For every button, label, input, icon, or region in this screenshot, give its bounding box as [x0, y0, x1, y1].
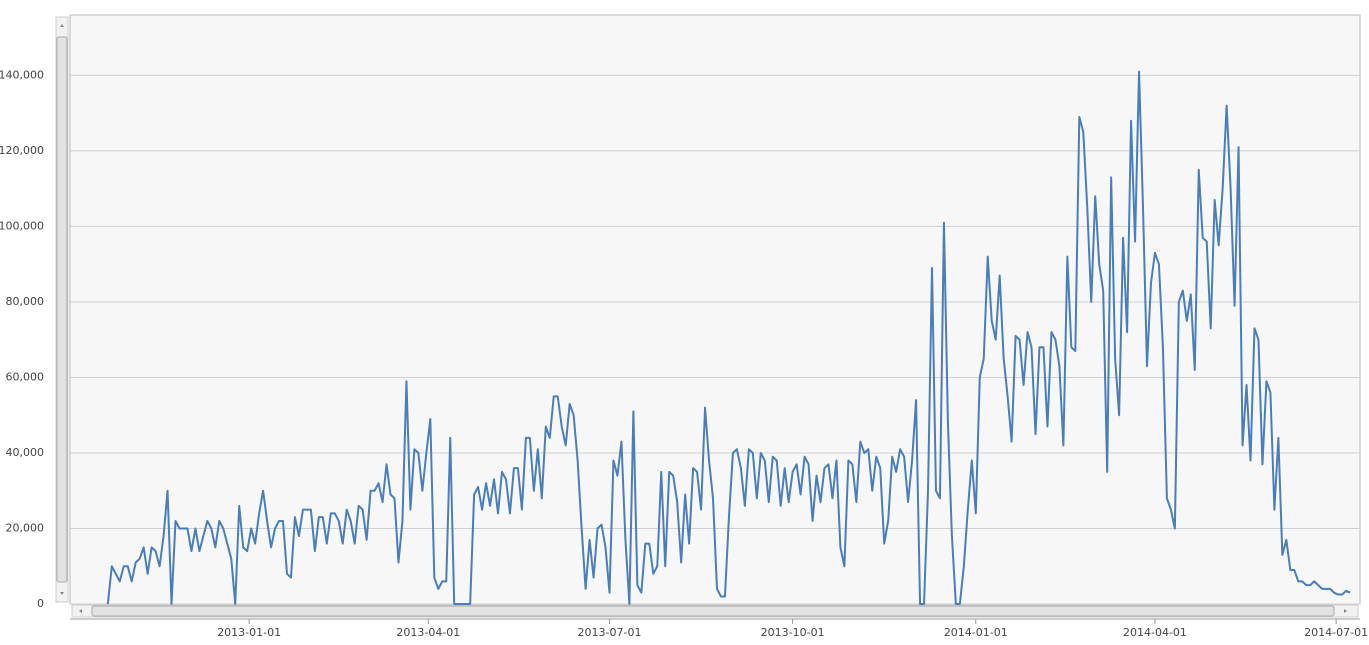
y-tick-label: 120,000	[0, 144, 44, 157]
x-tick-label: 2014-07-01	[1304, 626, 1368, 639]
y-tick-label: 140,000	[0, 68, 44, 81]
y-tick-label: 100,000	[0, 219, 44, 232]
data-line	[106, 70, 1351, 605]
y-tick-label: 40,000	[6, 446, 45, 459]
x-tick-label: 2013-04-01	[396, 626, 460, 639]
horizontal-scrollbar[interactable]	[71, 604, 1359, 618]
x-tick-label: 2013-01-01	[217, 626, 281, 639]
x-tick-label: 2013-07-01	[578, 626, 642, 639]
scroll-up[interactable]	[60, 24, 64, 27]
scroll-down[interactable]	[60, 592, 64, 595]
scroll-thumb[interactable]	[56, 36, 68, 583]
plot-area	[69, 14, 1361, 605]
y-tick-label: 80,000	[6, 295, 45, 308]
y-tick-label: 20,000	[6, 521, 45, 534]
vertical-scrollbar[interactable]	[55, 16, 69, 603]
x-tick-label: 2014-01-01	[944, 626, 1008, 639]
scroll-right[interactable]	[1344, 609, 1347, 613]
scroll-left[interactable]	[79, 609, 82, 613]
y-tick-label: 60,000	[6, 370, 45, 383]
scroll-thumb[interactable]	[91, 605, 1335, 617]
y-tick-label: 0	[37, 597, 44, 610]
x-tick-label: 2014-04-01	[1123, 626, 1187, 639]
x-tick-label: 2013-10-01	[761, 626, 825, 639]
